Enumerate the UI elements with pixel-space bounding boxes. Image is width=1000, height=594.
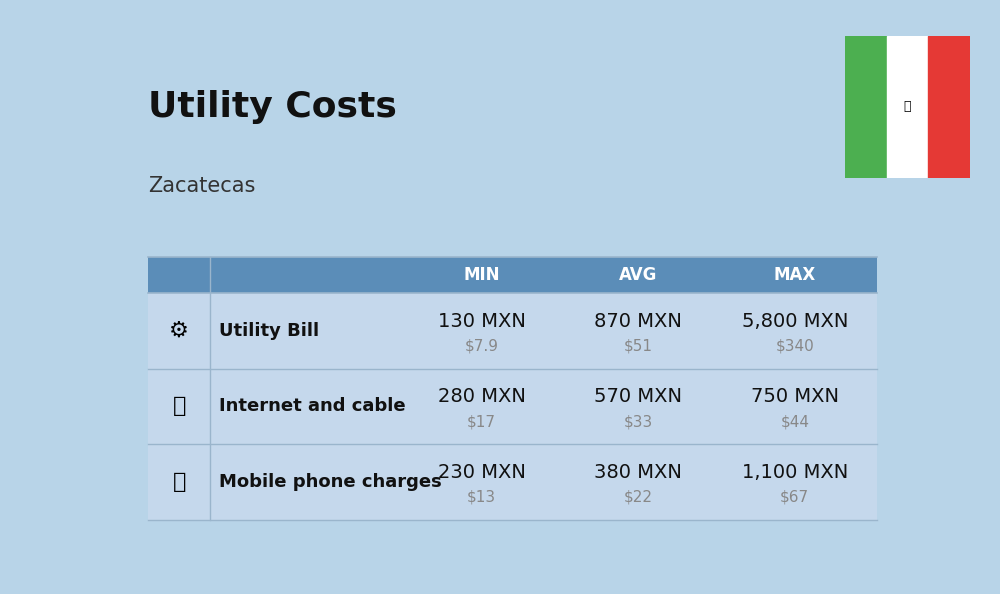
Text: 750 MXN: 750 MXN: [751, 387, 839, 406]
Bar: [148, 257, 877, 293]
Text: $44: $44: [780, 414, 809, 429]
Text: Mobile phone charges: Mobile phone charges: [219, 473, 442, 491]
Text: MAX: MAX: [774, 266, 816, 284]
Text: $17: $17: [467, 414, 496, 429]
Text: $51: $51: [624, 339, 653, 353]
Text: $13: $13: [467, 489, 496, 504]
Text: Utility Costs: Utility Costs: [148, 90, 397, 124]
Text: $340: $340: [775, 339, 814, 353]
Bar: [928, 36, 970, 178]
Text: ⚙: ⚙: [169, 321, 189, 341]
Text: AVG: AVG: [619, 266, 657, 284]
Text: Zacatecas: Zacatecas: [148, 176, 256, 197]
Text: 📶: 📶: [173, 396, 186, 416]
Text: 🦅: 🦅: [904, 100, 911, 113]
Text: 230 MXN: 230 MXN: [438, 463, 525, 482]
Text: 380 MXN: 380 MXN: [594, 463, 682, 482]
Text: 1,100 MXN: 1,100 MXN: [742, 463, 848, 482]
Bar: [148, 369, 877, 444]
Text: 870 MXN: 870 MXN: [594, 312, 682, 331]
Text: 5,800 MXN: 5,800 MXN: [742, 312, 848, 331]
Text: $7.9: $7.9: [465, 339, 499, 353]
Text: 280 MXN: 280 MXN: [438, 387, 525, 406]
Bar: [148, 293, 877, 369]
Text: 570 MXN: 570 MXN: [594, 387, 682, 406]
Text: Internet and cable: Internet and cable: [219, 397, 406, 415]
Text: Utility Bill: Utility Bill: [219, 322, 319, 340]
Text: $67: $67: [780, 489, 809, 504]
Text: $22: $22: [624, 489, 653, 504]
Text: 📱: 📱: [173, 472, 186, 492]
Text: $33: $33: [624, 414, 653, 429]
Text: 130 MXN: 130 MXN: [438, 312, 525, 331]
Bar: [887, 36, 928, 178]
Bar: [148, 444, 877, 520]
Text: MIN: MIN: [463, 266, 500, 284]
Bar: [845, 36, 887, 178]
